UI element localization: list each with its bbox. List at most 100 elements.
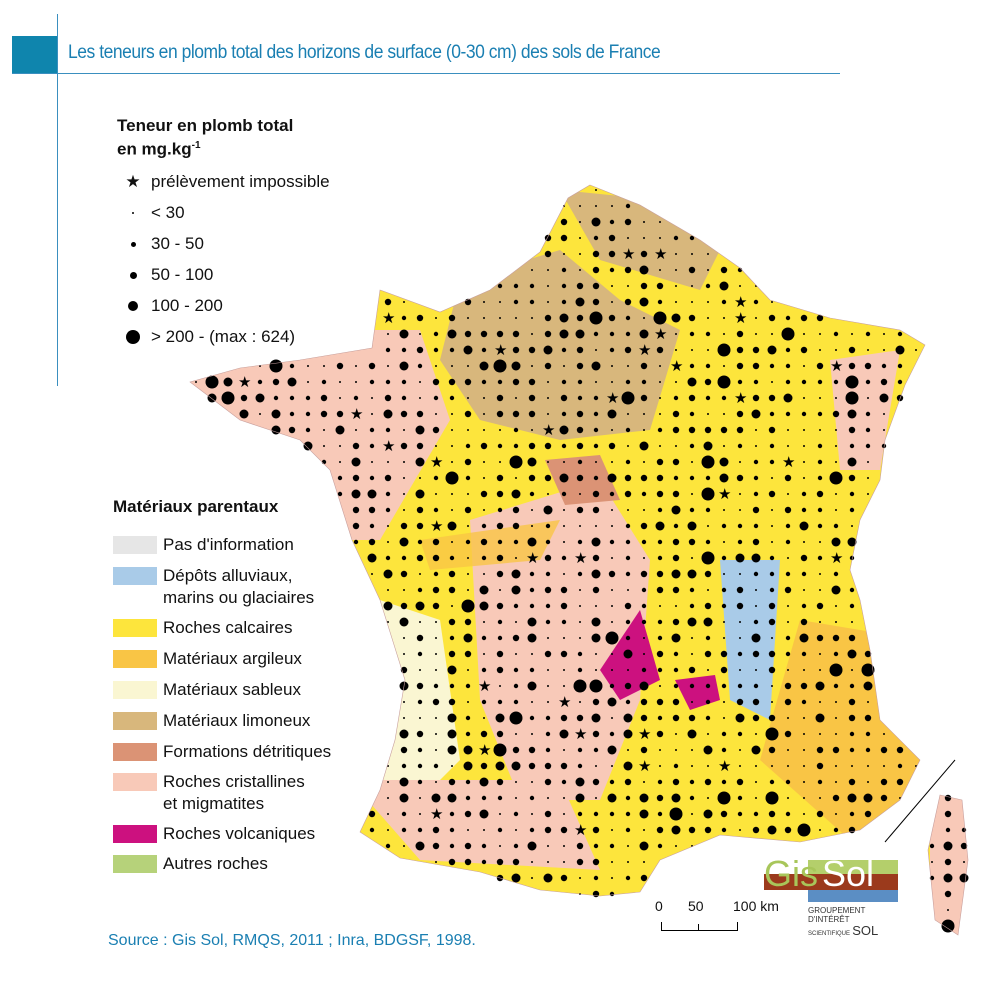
sample-point — [847, 457, 857, 467]
sample-point — [831, 585, 841, 595]
sample-point — [621, 391, 635, 405]
sample-point — [720, 266, 728, 274]
sample-point — [543, 345, 553, 355]
sample-point — [611, 301, 613, 303]
sample-point — [657, 811, 663, 817]
sample-point — [687, 569, 697, 579]
sample-point — [579, 253, 581, 255]
sample-point — [672, 410, 680, 418]
sample-point — [513, 299, 519, 305]
sample-point — [803, 749, 805, 751]
sample-point — [385, 843, 391, 849]
sample-point — [448, 570, 456, 578]
sample-point — [623, 761, 633, 771]
sample-point — [465, 731, 471, 737]
sample-point — [656, 282, 664, 290]
sample-point — [497, 619, 503, 625]
sample-point — [659, 605, 661, 607]
sample-point — [448, 650, 456, 658]
sample-point — [384, 474, 392, 482]
sample-point — [483, 829, 485, 831]
sample-point — [385, 379, 391, 385]
scale-label-50: 50 — [688, 898, 704, 914]
sample-point — [625, 459, 631, 465]
sample-point — [767, 825, 777, 835]
sample-point — [691, 301, 693, 303]
sample-point — [479, 809, 489, 819]
sample-point — [704, 650, 712, 658]
sample-point — [529, 587, 535, 593]
sample-point — [433, 683, 439, 689]
sample-point — [497, 635, 503, 641]
sample-point — [688, 666, 696, 674]
sample-point — [512, 634, 520, 642]
sample-point — [657, 427, 663, 433]
impossible-sample-star: ★ — [638, 342, 651, 359]
sample-point — [239, 409, 249, 419]
sample-point — [739, 637, 741, 639]
sample-point — [784, 698, 792, 706]
sample-point — [607, 793, 617, 803]
title-accent-block — [12, 36, 57, 73]
sample-point — [739, 493, 741, 495]
scale-tick — [698, 924, 699, 930]
sample-point — [771, 685, 773, 687]
sample-point — [287, 377, 297, 387]
sample-point — [833, 571, 839, 577]
impossible-sample-star: ★ — [430, 518, 443, 535]
sample-point — [435, 317, 437, 319]
sample-point — [496, 570, 504, 578]
sample-point — [704, 602, 712, 610]
sample-point — [753, 475, 759, 481]
sample-point — [467, 829, 469, 831]
sample-point — [497, 507, 503, 513]
sample-point — [625, 795, 631, 801]
sample-point — [496, 666, 504, 674]
sample-point — [432, 538, 440, 546]
sample-point — [819, 333, 821, 335]
sample-point — [931, 861, 933, 863]
sample-point — [399, 617, 409, 627]
sample-point — [739, 509, 741, 511]
sample-point — [433, 507, 439, 513]
sample-point — [961, 827, 967, 833]
sample-point — [307, 365, 309, 367]
sample-point — [803, 797, 805, 799]
sample-point — [447, 713, 457, 723]
sample-point — [593, 747, 599, 753]
sample-point — [509, 455, 523, 469]
sample-point — [739, 621, 741, 623]
sample-point — [717, 791, 731, 805]
sample-point — [736, 330, 744, 338]
sample-point — [560, 714, 568, 722]
sample-point — [691, 461, 693, 463]
sample-point — [595, 669, 597, 671]
sample-point — [355, 381, 357, 383]
sample-point — [755, 333, 757, 335]
sample-point — [689, 795, 695, 801]
sample-point — [416, 346, 424, 354]
sample-point — [385, 555, 391, 561]
sample-point — [819, 573, 821, 575]
corsica-inset-line — [884, 759, 956, 843]
sample-point — [563, 845, 565, 847]
legend-label: 30 - 50 — [151, 234, 204, 253]
sample-point — [497, 827, 503, 833]
sample-point — [353, 539, 359, 545]
sample-point — [639, 809, 649, 819]
legend-label: 100 - 200 — [151, 296, 223, 315]
sample-point — [561, 443, 567, 449]
sample-point — [511, 761, 521, 771]
sample-point — [387, 829, 389, 831]
sample-point — [707, 413, 709, 415]
sample-point — [563, 813, 565, 815]
sample-point — [465, 475, 471, 481]
sample-point — [512, 522, 520, 530]
sample-point — [639, 841, 649, 851]
sample-point — [513, 843, 519, 849]
sample-point — [560, 394, 568, 402]
sample-point — [435, 669, 437, 671]
sample-point — [563, 669, 565, 671]
sample-point — [627, 365, 629, 367]
sample-point — [559, 313, 569, 323]
